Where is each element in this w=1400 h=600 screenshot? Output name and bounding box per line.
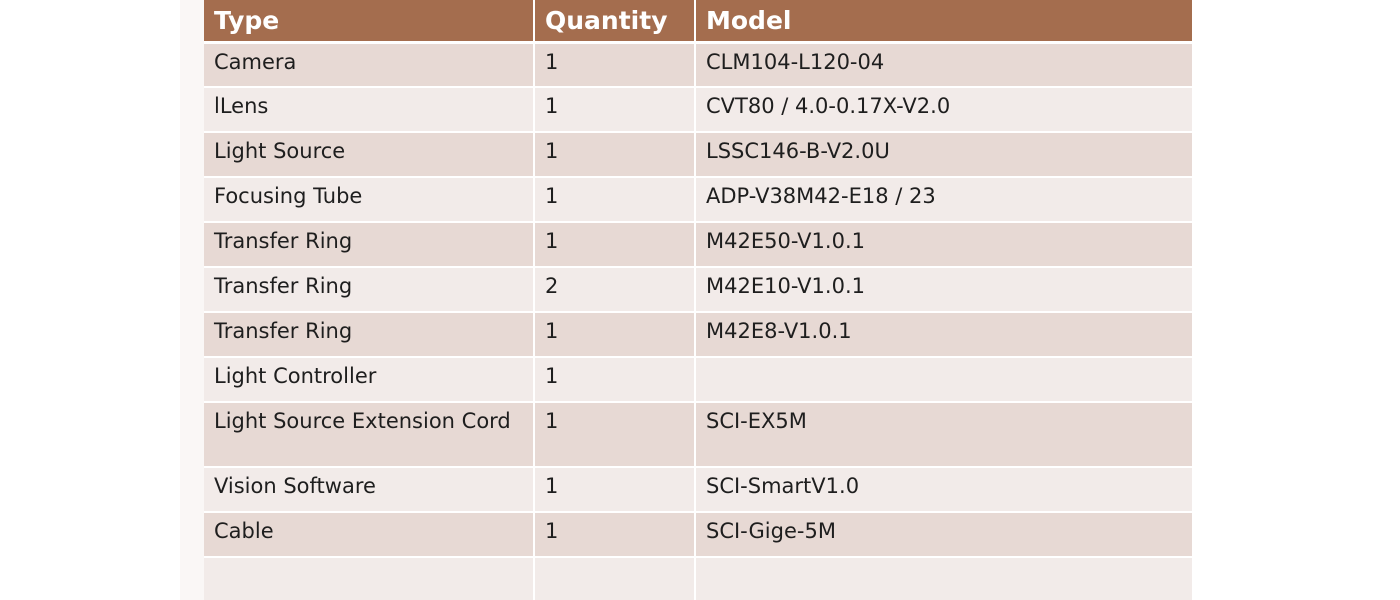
cell-type: Transfer Ring (204, 312, 535, 358)
table-row: Light Source Extension Cord 1 SCI-EX5M (204, 402, 1192, 468)
cell-model: M42E8-V1.0.1 (695, 312, 1192, 358)
table-row: Transfer Ring 2 M42E10-V1.0.1 (204, 267, 1192, 313)
table-row: lLens 1 CVT80 / 4.0-0.17X-V2.0 (204, 87, 1192, 133)
cell-model: LSSC146-B-V2.0U (695, 132, 1192, 178)
cell-model: M42E10-V1.0.1 (695, 267, 1192, 313)
header-type: Type (204, 0, 535, 44)
cell-model (695, 357, 1192, 403)
table-row: Transfer Ring 1 M42E50-V1.0.1 (204, 222, 1192, 268)
cell-quantity: 1 (534, 132, 696, 178)
header-quantity: Quantity (534, 0, 696, 44)
cell-type: Camera (204, 42, 535, 88)
table-row: Cable 1 SCI-Gige-5M (204, 512, 1192, 558)
cell-quantity: 1 (534, 222, 696, 268)
table-row: Focusing Tube 1 ADP-V38M42-E18 / 23 (204, 177, 1192, 223)
cell-quantity: 1 (534, 87, 696, 133)
cell-model: CVT80 / 4.0-0.17X-V2.0 (695, 87, 1192, 133)
table-row: Light Source 1 LSSC146-B-V2.0U (204, 132, 1192, 178)
cell-quantity: 1 (534, 402, 696, 468)
cell-type: Cable (204, 512, 535, 558)
cell-quantity: 1 (534, 467, 696, 513)
cell-type: Vision Software (204, 467, 535, 513)
cell-type: lLens (204, 87, 535, 133)
cell-model: SCI-Gige-5M (695, 512, 1192, 558)
cell-type: Transfer Ring (204, 222, 535, 268)
cell-quantity: 1 (534, 42, 696, 88)
cell-type: Light Source (204, 132, 535, 178)
cell-model: CLM104-L120-04 (695, 42, 1192, 88)
cell-type (204, 557, 535, 600)
cell-type: Focusing Tube (204, 177, 535, 223)
cell-model: SCI-EX5M (695, 402, 1192, 468)
table-row: Light Controller 1 (204, 357, 1192, 403)
cell-type: Light Source Extension Cord (204, 402, 535, 468)
table-row: Transfer Ring 1 M42E8-V1.0.1 (204, 312, 1192, 358)
parts-table: Type Quantity Model Camera 1 CLM104-L120… (204, 0, 1192, 600)
cell-model: M42E50-V1.0.1 (695, 222, 1192, 268)
cell-quantity: 2 (534, 267, 696, 313)
cell-quantity (534, 557, 696, 600)
cell-quantity: 1 (534, 512, 696, 558)
cell-quantity: 1 (534, 357, 696, 403)
cell-model: SCI-SmartV1.0 (695, 467, 1192, 513)
cell-model (695, 557, 1192, 600)
cell-quantity: 1 (534, 177, 696, 223)
header-model: Model (695, 0, 1192, 44)
cell-model: ADP-V38M42-E18 / 23 (695, 177, 1192, 223)
cell-type: Light Controller (204, 357, 535, 403)
table-row: Camera 1 CLM104-L120-04 (204, 42, 1192, 88)
table-row: Vision Software 1 SCI-SmartV1.0 (204, 467, 1192, 513)
cell-quantity: 1 (534, 312, 696, 358)
cell-type: Transfer Ring (204, 267, 535, 313)
table-header-row: Type Quantity Model (204, 0, 1192, 44)
table-row (204, 557, 1192, 600)
